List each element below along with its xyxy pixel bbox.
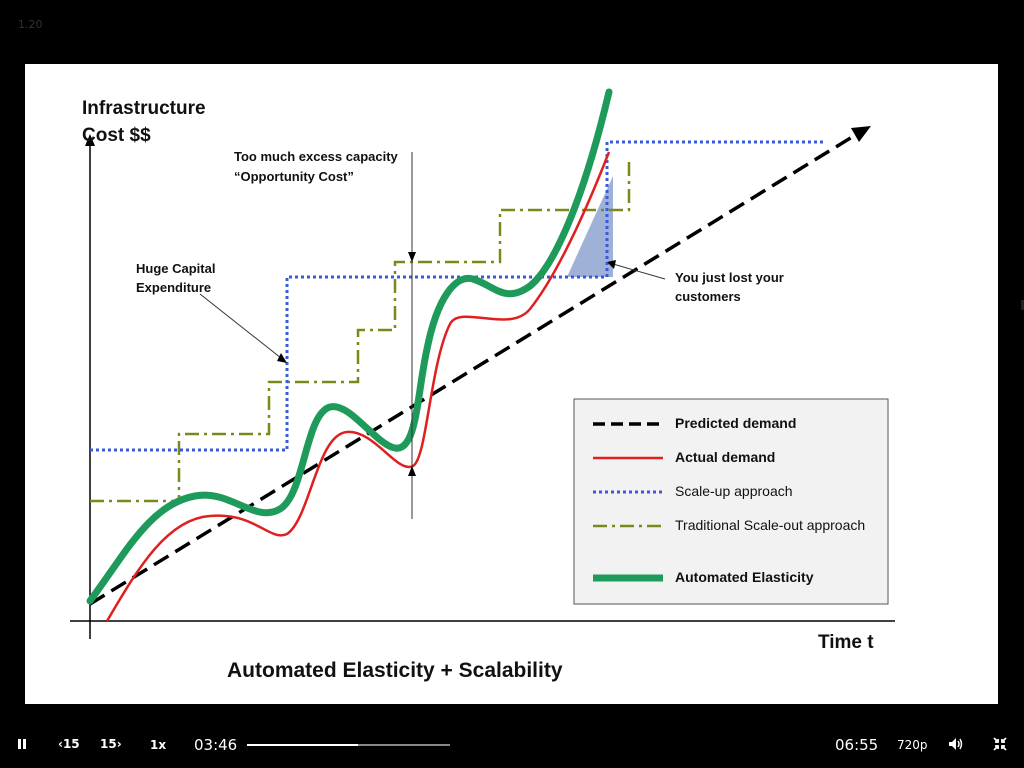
legend-label-predicted: Predicted demand [675,415,796,431]
rewind-15-icon: ‹ [58,737,63,751]
exit-fullscreen-icon [993,737,1007,751]
progress-fill [247,744,358,746]
scale-up-line [90,140,825,452]
quality-button[interactable]: 720p [897,738,928,752]
capex-pointer [199,293,282,359]
legend-label-actual: Actual demand [675,449,775,465]
playback-rate-button[interactable]: 1x [150,738,167,752]
legend-label-scale-up: Scale-up approach [675,483,793,499]
current-time: 03:46 [194,736,238,754]
automated-elasticity-line [86,88,613,605]
predicted-demand-arrow [851,126,871,142]
y-axis-label-line2: Cost $$ [82,125,151,146]
slide-frame: Infrastructure Cost $$ Time t Too much e… [25,64,998,704]
lost-arrowhead [607,260,616,269]
exit-fullscreen-button[interactable] [993,737,1007,754]
x-axis-label: Time t [818,632,874,653]
annotation-capex-line1: Huge Capital [136,261,215,276]
lost-customers-area [567,176,613,277]
speed-badge: 1.20 [18,18,43,31]
progress-bar[interactable] [247,744,450,746]
legend-label-scale-out: Traditional Scale-out approach [675,517,865,533]
forward-label: 15 [100,737,117,751]
annotation-excess-line2: “Opportunity Cost” [234,169,354,184]
forward-15-icon: › [116,737,122,751]
slide-title: Automated Elasticity + Scalability [227,659,563,682]
annotation-excess-line1: Too much excess capacity [234,149,399,164]
legend-label-elasticity: Automated Elasticity [675,569,814,585]
legend-box [573,398,889,605]
pause-button[interactable] [16,738,28,753]
y-axis-label-line1: Infrastructure [82,98,206,119]
forward-15-button[interactable]: 15› [100,737,122,751]
annotation-lost-line1: You just lost your [675,270,784,285]
volume-icon [949,738,963,750]
actual-demand-line [105,151,611,622]
player-controls: ‹15 15› 1x 03:46 06:55 720p [0,724,1024,768]
annotation-lost-line2: customers [675,289,741,304]
rewind-label: 15 [62,737,80,751]
capex-arrowhead [277,353,287,363]
edge-marker [1021,300,1024,310]
pause-icon [18,739,26,749]
excess-capacity-arrow-down [408,252,416,262]
y-axis-arrow [85,134,95,146]
total-time: 06:55 [835,736,879,754]
rewind-15-button[interactable]: ‹15 [58,737,80,751]
legend: Predicted demand Actual demand Scale-up … [573,398,889,605]
slide-diagram: Infrastructure Cost $$ Time t Too much e… [70,88,895,682]
scale-out-line [90,159,631,503]
annotation-capex-line2: Expenditure [136,280,211,295]
excess-capacity-arrow-up [408,466,416,476]
lost-pointer [612,263,666,280]
volume-button[interactable] [948,737,964,754]
